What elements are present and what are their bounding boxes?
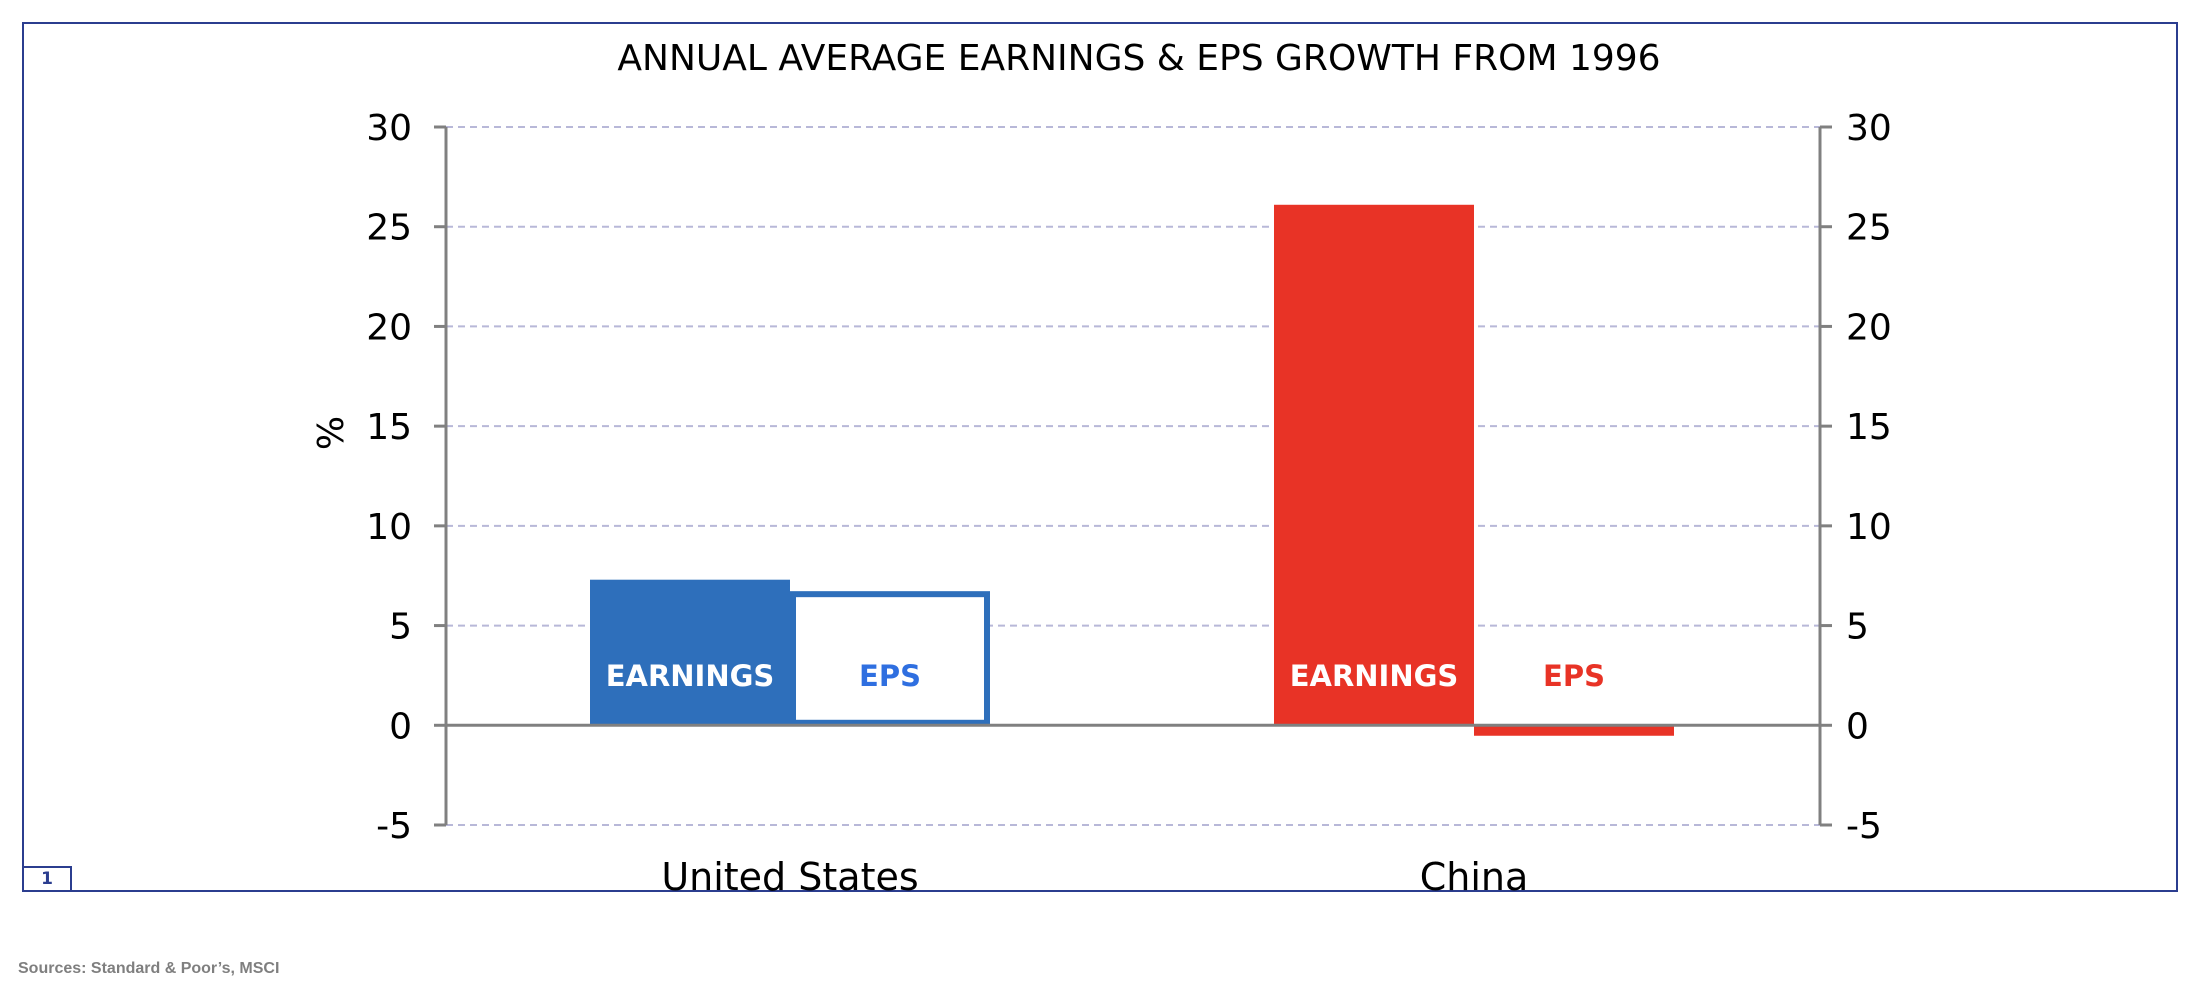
- y-tick-label-left: 20: [366, 307, 412, 348]
- y-tick-label-right: 10: [1846, 507, 1892, 548]
- y-tick-label-left: 25: [366, 208, 412, 249]
- y-tick-label-left: 30: [366, 108, 412, 149]
- bar-united-states-earnings: [590, 579, 790, 726]
- bar-china-eps: [1474, 724, 1674, 736]
- y-tick-label-left: 0: [389, 706, 412, 747]
- y-tick-label-right: 25: [1846, 208, 1892, 249]
- y-axis-label: %: [311, 416, 352, 450]
- y-tick-label-right: 5: [1846, 607, 1869, 648]
- bar-china-earnings: [1274, 204, 1474, 726]
- y-tick-label-left: 15: [366, 407, 412, 448]
- page-number: 1: [22, 866, 72, 892]
- y-tick-label-left: -5: [376, 806, 412, 847]
- x-category-label: United States: [661, 855, 918, 899]
- bar-label-earnings: EARNINGS: [1290, 659, 1459, 693]
- chart-title: ANNUAL AVERAGE EARNINGS & EPS GROWTH FRO…: [617, 38, 1660, 79]
- y-tick-label-left: 10: [366, 507, 412, 548]
- y-tick-label-right: 20: [1846, 307, 1892, 348]
- y-tick-label-right: 30: [1846, 108, 1892, 149]
- y-tick-label-right: -5: [1846, 806, 1882, 847]
- x-category-label: China: [1420, 855, 1529, 899]
- source-note: Sources: Standard & Poor’s, MSCI: [18, 960, 280, 977]
- y-tick-label-right: 15: [1846, 407, 1892, 448]
- bar-united-states-eps: [790, 591, 990, 726]
- bar-label-earnings: EARNINGS: [606, 659, 775, 693]
- y-tick-label-right: 0: [1846, 706, 1869, 747]
- bar-label-eps: EPS: [859, 659, 921, 693]
- bar-label-eps: EPS: [1543, 659, 1605, 693]
- y-tick-label-left: 5: [389, 607, 412, 648]
